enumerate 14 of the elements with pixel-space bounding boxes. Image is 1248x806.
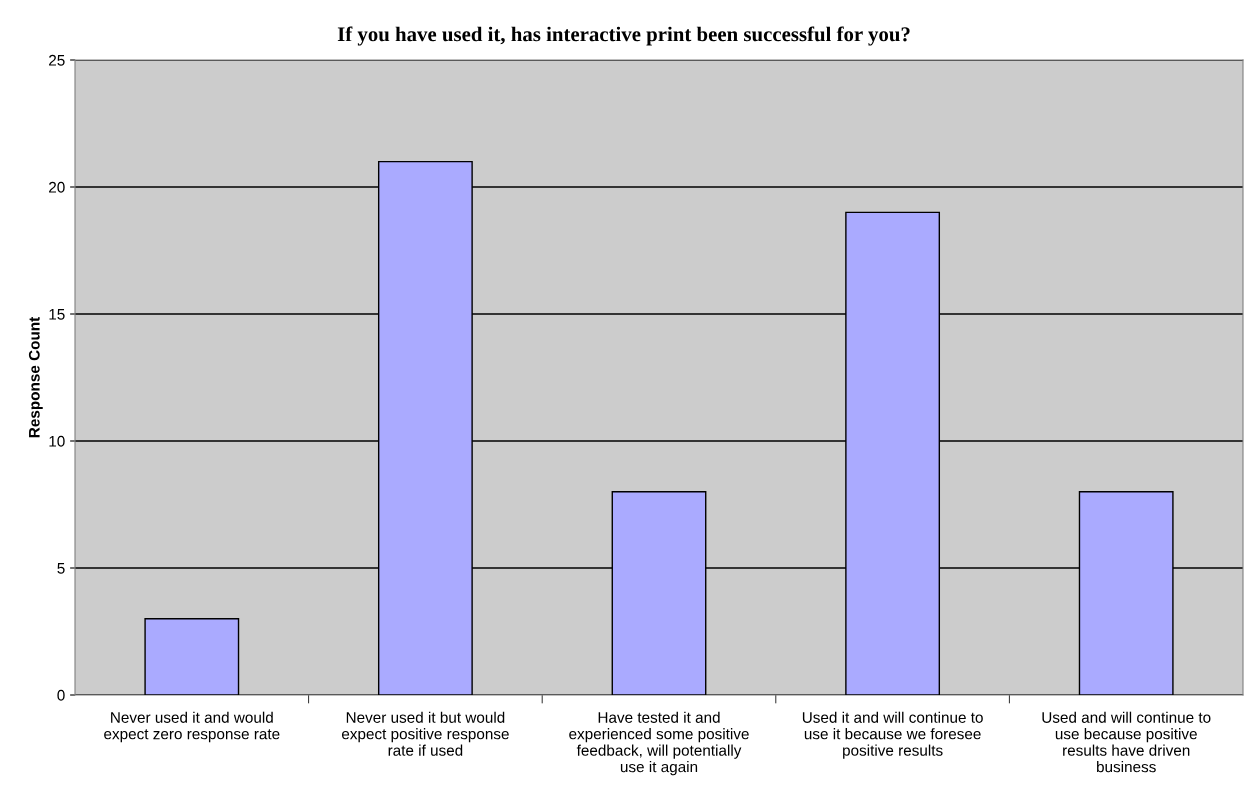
chart-title: If you have used it, has interactive print been successful for you? [337, 26, 910, 46]
x-tick-label: Never used it and would expect zero response rate [104, 711, 280, 743]
y-tick-label: 20 [49, 181, 65, 193]
y-tick-label: 5 [57, 563, 65, 574]
y-axis-title: Response Count [28, 316, 43, 438]
y-tick-label: 10 [49, 435, 65, 447]
y-tick-label: 0 [57, 689, 65, 701]
x-tick-label: Used it and will continue to use it because we foresee positive results [802, 711, 983, 759]
y-tick-label: 25 [49, 54, 65, 66]
x-tick-label: Never used it but would expect positive response rate if used [341, 711, 509, 756]
y-tick-label: 15 [49, 309, 65, 320]
bar [144, 618, 240, 695]
x-tick-label: Used and will continue to use because positive results have driven business [1042, 711, 1211, 773]
x-tick-label: Have tested it and experienced some positive feedback, will potentially use it again [569, 711, 749, 776]
